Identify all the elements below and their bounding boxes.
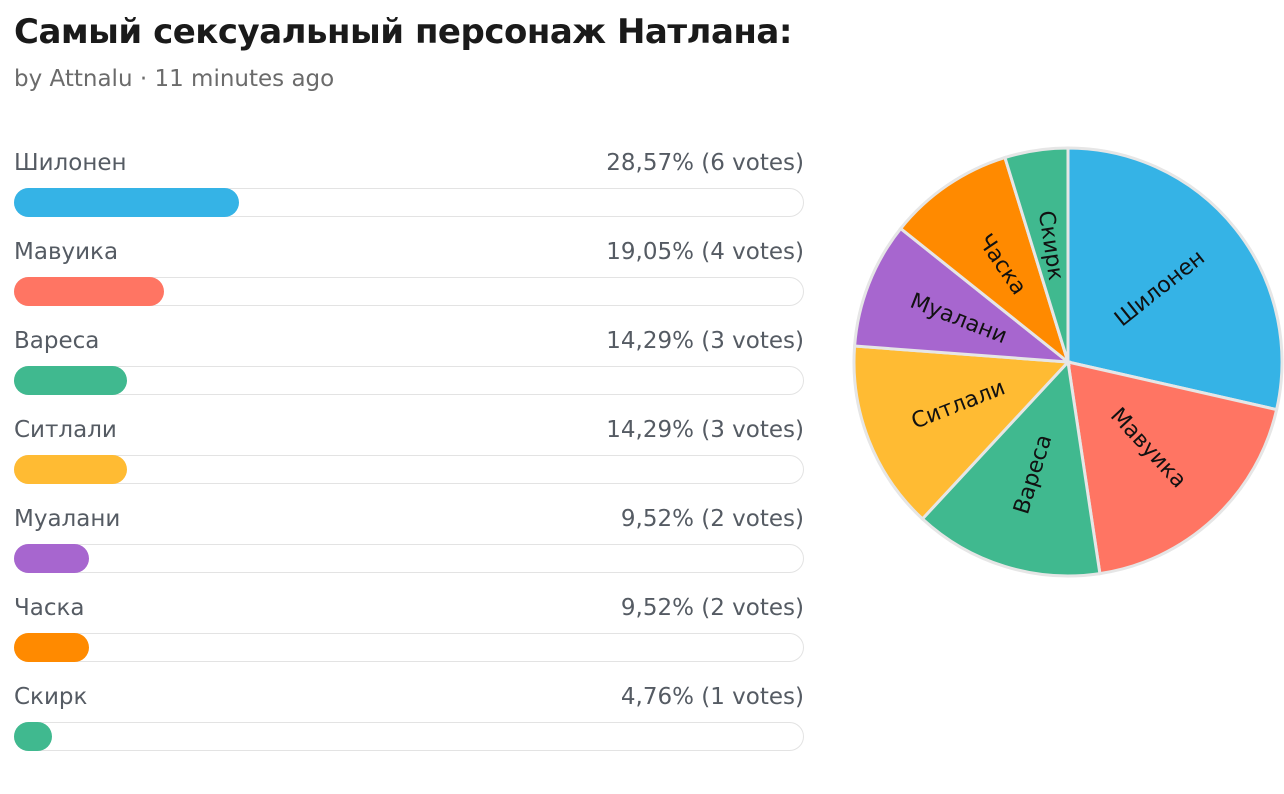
poll-option: Ситлали 14,29% (3 votes) [14,413,804,502]
option-result: 9,52% (2 votes) [620,506,804,532]
poll-options: Шилонен 28,57% (6 votes) Мавуика 19,05% … [14,146,804,769]
poll-option: Часка 9,52% (2 votes) [14,591,804,680]
option-bar-track [14,455,804,484]
option-bar-track [14,633,804,662]
option-result: 4,76% (1 votes) [620,684,804,710]
pie-slice [1066,146,1284,412]
pie-slice [852,226,1073,364]
option-bar-track [14,544,804,573]
pie-chart: Шилонен Мавуика Вареса Ситлали Муалани Часка С… [850,144,1284,580]
option-label: Скирк [14,684,88,710]
option-bar-fill [14,455,127,484]
option-result: 14,29% (3 votes) [606,417,804,443]
pie-slice [898,155,1071,367]
poll-option: Муалани 9,52% (2 votes) [14,502,804,591]
option-bar-fill [14,544,90,573]
option-result: 28,57% (6 votes) [606,150,804,176]
option-bar-track [14,188,804,217]
option-label: Ситлали [14,417,117,443]
option-bar-fill [14,722,52,751]
option-label: Вареса [14,328,100,354]
poll-option: Мавуика 19,05% (4 votes) [14,235,804,324]
option-bar-fill [14,188,240,217]
poll-option: Вареса 14,29% (3 votes) [14,324,804,413]
option-bar-fill [14,277,165,306]
option-bar-fill [14,366,127,395]
option-label: Муалани [14,506,121,532]
option-result: 9,52% (2 votes) [620,595,804,621]
pie-slice [852,344,1072,521]
option-bar-track [14,366,804,395]
option-bar-fill [14,633,90,662]
pie-slice [1003,146,1070,363]
pie-slice [920,358,1102,578]
poll-option: Скирк 4,76% (1 votes) [14,680,804,769]
option-result: 14,29% (3 votes) [606,328,804,354]
option-label: Часка [14,595,85,621]
poll-meta: by Attnalu · 11 minutes ago [14,66,335,92]
poll-option: Шилонен 28,57% (6 votes) [14,146,804,235]
option-bar-track [14,277,804,306]
option-label: Мавуика [14,239,119,265]
option-result: 19,05% (4 votes) [606,239,804,265]
option-label: Шилонен [14,150,127,176]
option-bar-track [14,722,804,751]
poll-title: Самый сексуальный персонаж Натлана: [14,12,792,52]
pie-slice [1066,360,1279,576]
